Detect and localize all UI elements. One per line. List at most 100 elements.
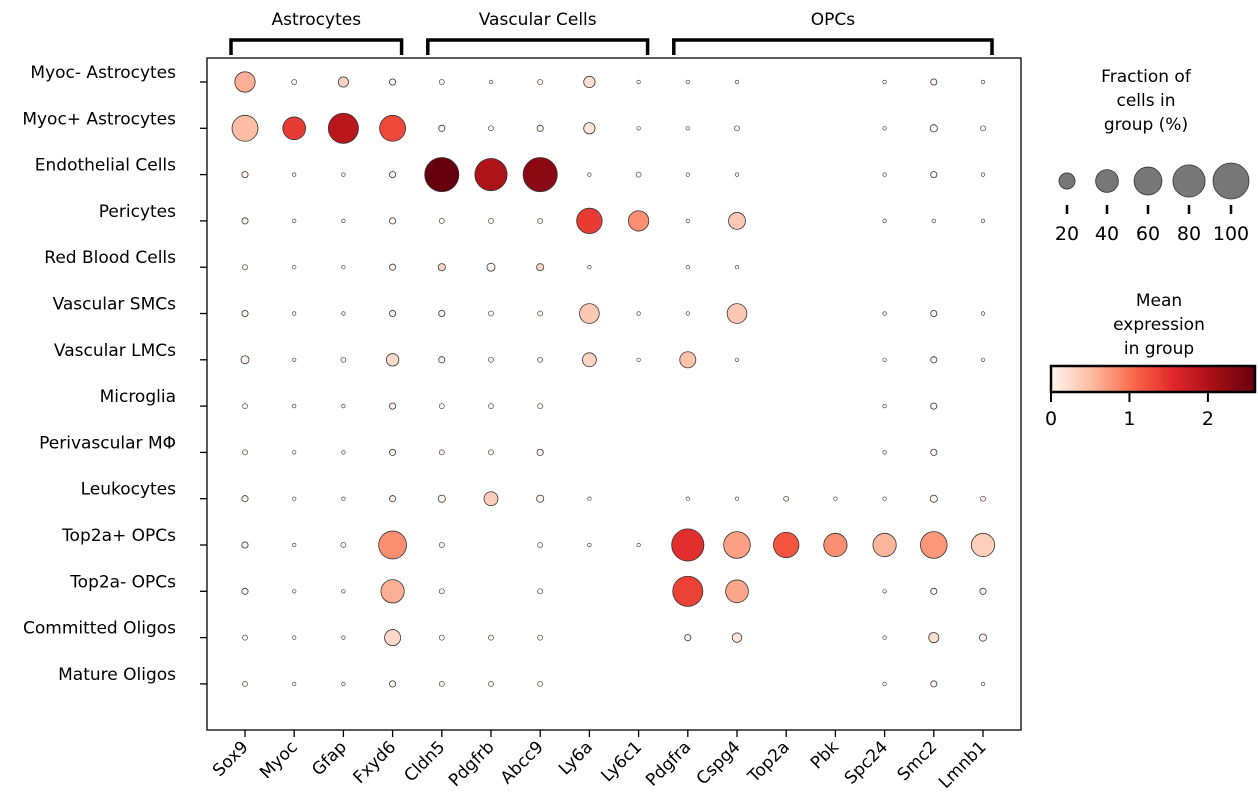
expression-dot <box>980 218 986 223</box>
expression-dot <box>537 356 544 363</box>
x-tick-label: Ly6a <box>555 737 597 779</box>
expression-dot <box>980 125 986 132</box>
expression-dot <box>930 680 938 688</box>
expression-dot <box>241 587 249 595</box>
x-tick-label: Myoc <box>256 737 302 783</box>
y-tick-label: Committed Oligos <box>23 619 176 639</box>
expression-dot <box>582 352 597 368</box>
expression-dot <box>292 265 297 270</box>
expression-dot <box>292 357 297 362</box>
gene-group-label: Astrocytes <box>272 10 362 30</box>
y-tick-label: Myoc- Astrocytes <box>30 63 176 83</box>
expression-dot <box>438 449 445 456</box>
expression-dot <box>628 210 650 232</box>
expression-dot <box>438 588 445 595</box>
expression-dot <box>685 79 690 85</box>
expression-dot <box>389 448 397 456</box>
x-tick-label: Cspg4 <box>693 737 745 789</box>
expression-dot <box>773 531 800 559</box>
expression-dot <box>483 491 499 507</box>
size-legend-title: Fraction of <box>1101 67 1192 87</box>
x-tick-label: Cldn5 <box>401 737 450 786</box>
expression-dot <box>241 309 249 318</box>
x-tick-label: Abcc9 <box>497 737 548 788</box>
expression-dot <box>731 632 743 643</box>
expression-dot <box>734 125 740 132</box>
expression-dot <box>930 78 938 86</box>
expression-dot <box>282 116 306 141</box>
expression-dot <box>241 217 249 225</box>
expression-dot <box>437 263 446 272</box>
x-tick-label: Fxyd6 <box>350 737 401 788</box>
expression-dot <box>341 404 346 409</box>
gene-group-brackets: Astrocytes Vascular Cells OPCs <box>229 10 994 55</box>
expression-dot <box>979 633 988 642</box>
expression-dot <box>292 496 297 501</box>
expression-dot <box>882 79 887 85</box>
expression-dot <box>438 218 445 224</box>
expression-dot <box>380 579 405 604</box>
expression-dot <box>389 78 397 86</box>
expression-dot <box>488 403 494 409</box>
expression-dot <box>734 79 740 85</box>
expression-dot <box>930 587 938 595</box>
expression-dot <box>241 171 249 179</box>
size-legend-dot <box>1133 166 1163 196</box>
expression-dot <box>980 172 986 177</box>
expression-dot <box>726 303 748 324</box>
expression-dot <box>980 495 986 502</box>
expression-dot <box>341 496 346 501</box>
colorbar-tick-label: 0 <box>1045 408 1057 430</box>
x-tick-label: Smc2 <box>894 737 942 785</box>
size-legend-tick-label: 80 <box>1177 223 1201 245</box>
size-legend-dot <box>1172 164 1206 198</box>
y-tick-label: Myoc+ Astrocytes <box>22 109 176 129</box>
expression-dot <box>576 207 603 235</box>
expression-dot <box>231 114 259 142</box>
expression-dot <box>488 634 494 641</box>
y-tick-label: Red Blood Cells <box>44 248 176 268</box>
expression-dot <box>587 496 592 501</box>
expression-dot <box>725 579 749 604</box>
expression-dot <box>579 303 600 324</box>
expression-dot <box>384 629 402 647</box>
expression-dot <box>438 124 446 132</box>
expression-dot <box>671 528 705 562</box>
x-tick-label: Ly6c1 <box>597 737 646 786</box>
expression-dot <box>833 496 838 501</box>
expression-dot <box>685 311 690 316</box>
x-tick-label: Gfap <box>308 737 351 780</box>
colorbar <box>1049 364 1257 394</box>
color-legend-title: expression <box>1113 315 1205 335</box>
expression-dot <box>488 449 494 456</box>
expression-dot <box>636 311 641 316</box>
x-tick-label: Sox9 <box>209 737 253 781</box>
color-legend: Mean expression in group 0 1 2 <box>1045 291 1257 430</box>
expression-dot <box>537 218 544 224</box>
expression-dot <box>389 171 397 179</box>
x-tick-label: Pdgfrb <box>445 737 498 790</box>
size-legend-tick-label: 60 <box>1136 223 1160 245</box>
size-legend-dot <box>1058 172 1076 190</box>
expression-dot <box>337 76 349 88</box>
y-tick-label: Vascular LMCs <box>54 341 176 361</box>
expression-dot <box>241 541 249 549</box>
expression-dot <box>685 126 690 131</box>
expression-dot <box>389 402 397 410</box>
expression-dot <box>882 357 887 362</box>
expression-dot <box>537 403 544 409</box>
y-tick-label: Leukocytes <box>81 480 177 500</box>
color-legend-title: in group <box>1124 339 1194 359</box>
expression-dot <box>723 531 751 559</box>
y-tick-label: Endothelial Cells <box>35 156 176 176</box>
expression-dot <box>587 542 592 548</box>
size-legend-dot <box>1095 169 1119 193</box>
expression-dot <box>242 264 248 271</box>
gene-group-label: Vascular Cells <box>479 10 597 30</box>
expression-dot <box>536 124 544 132</box>
expression-dot <box>240 355 250 365</box>
expression-dot <box>341 450 346 455</box>
size-legend-dot <box>1212 162 1250 200</box>
expression-dot <box>685 496 690 501</box>
expression-dot <box>980 681 986 687</box>
